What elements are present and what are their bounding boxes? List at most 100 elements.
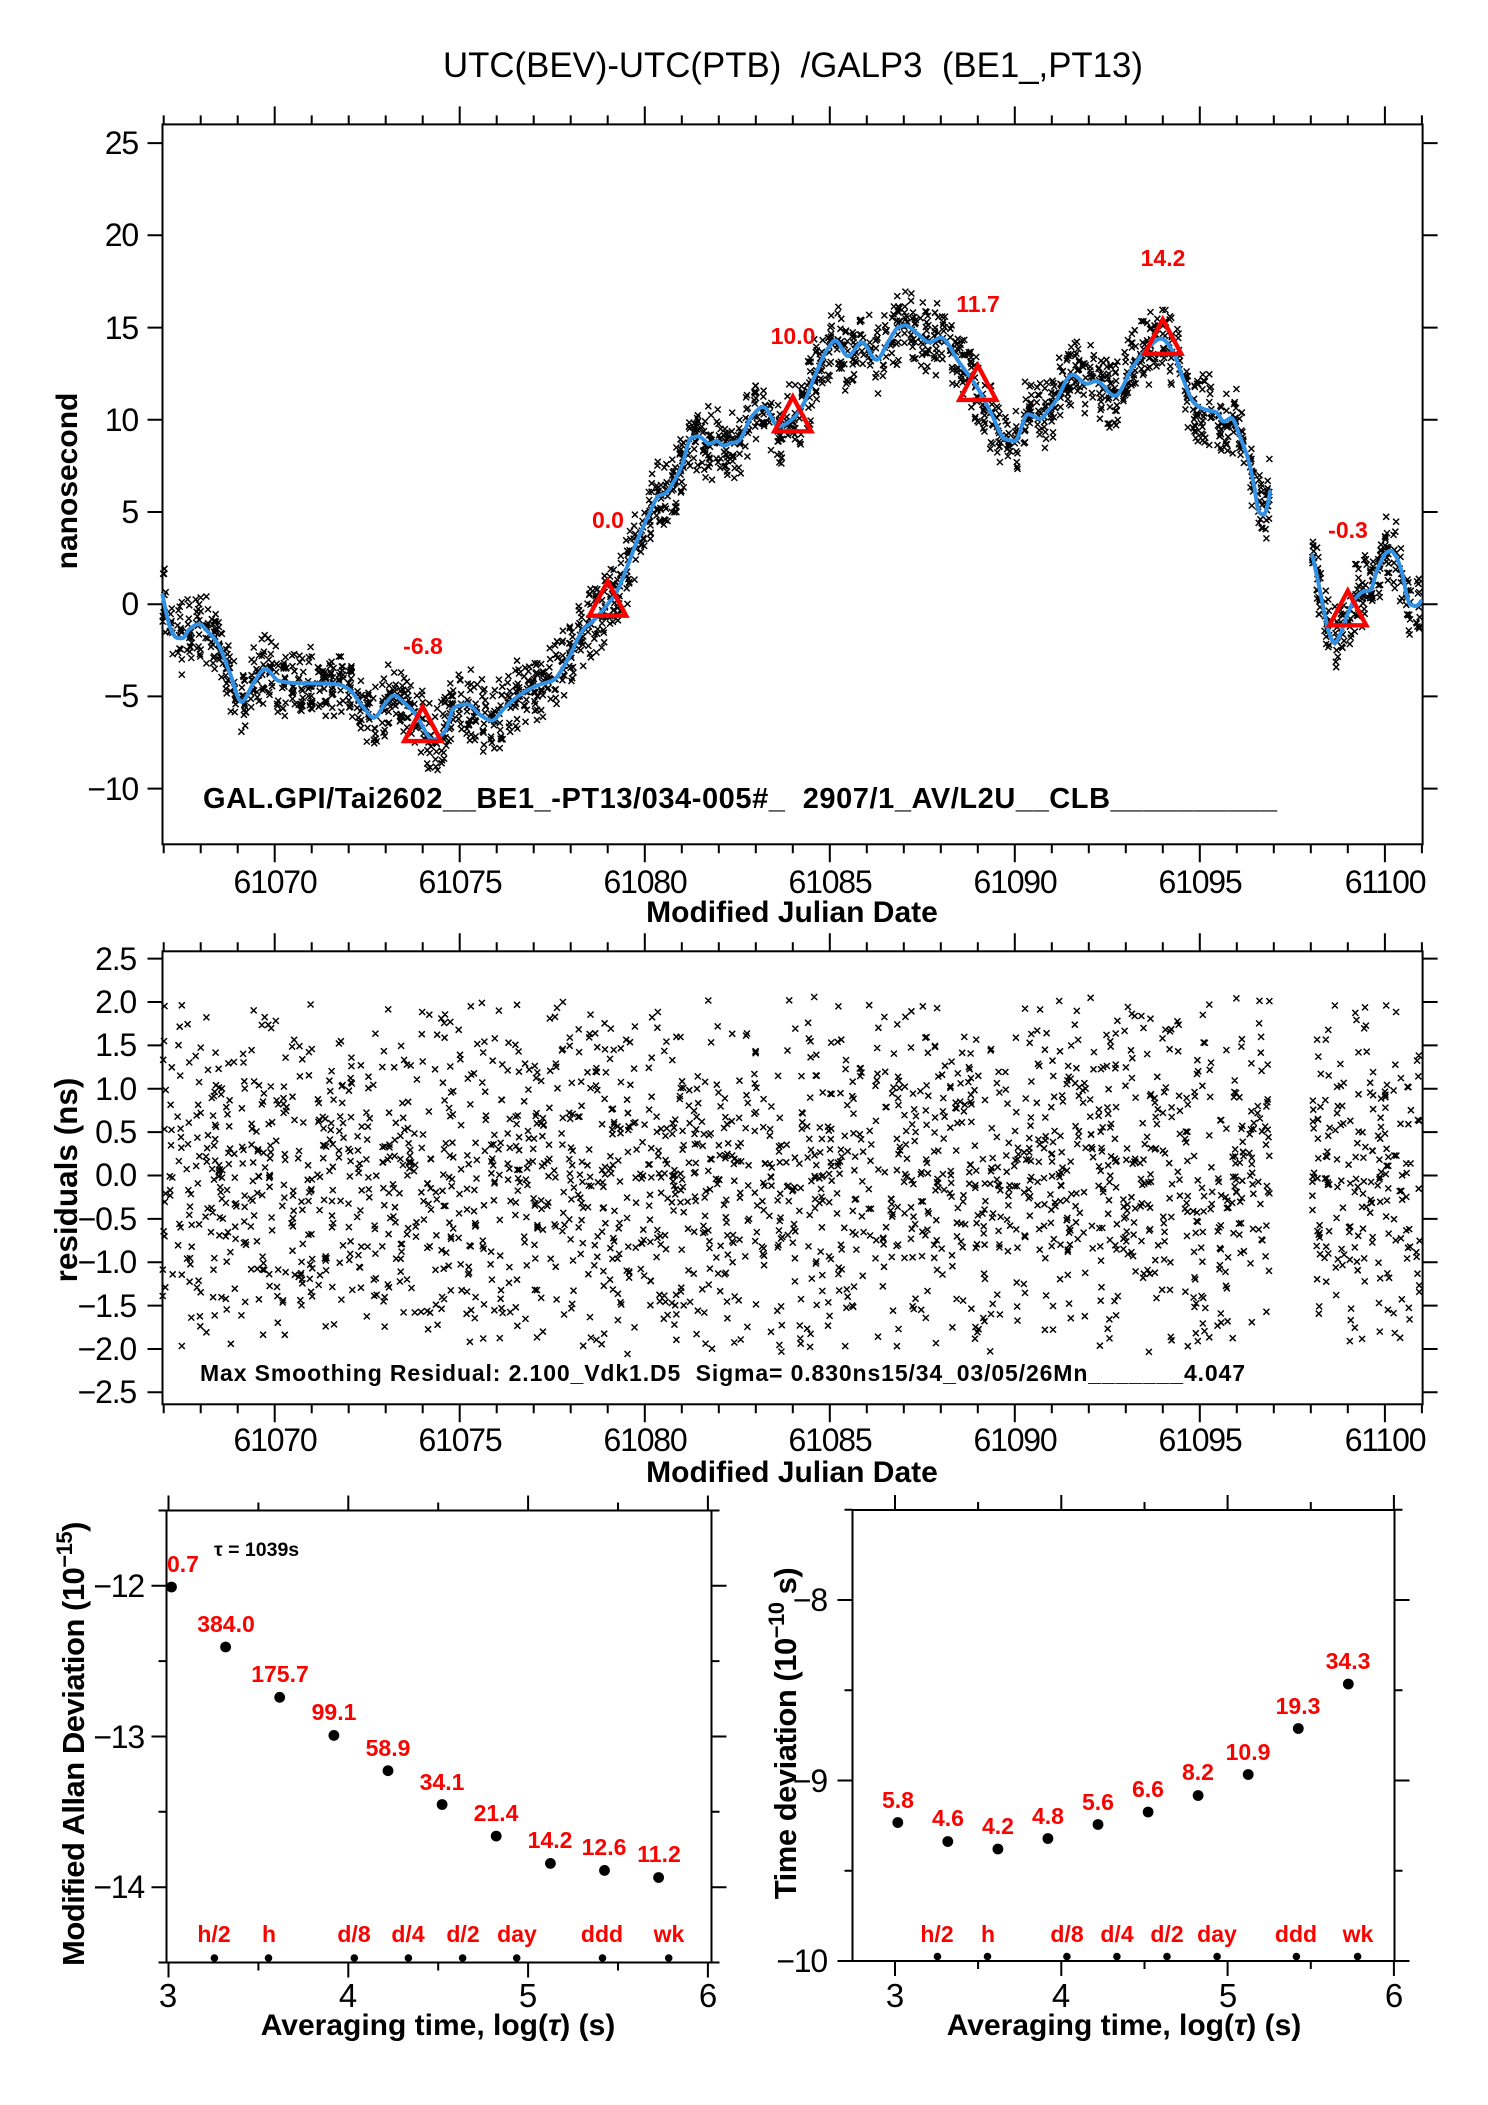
svg-text:nanosecond: nanosecond <box>51 393 84 570</box>
svg-text:61075: 61075 <box>419 864 502 900</box>
svg-text:10.9: 10.9 <box>1226 1739 1271 1765</box>
svg-text:5: 5 <box>519 1977 537 2014</box>
svg-text:0.5: 0.5 <box>95 1114 136 1150</box>
svg-text:21.4: 21.4 <box>474 1800 519 1826</box>
svg-text:61085: 61085 <box>789 864 872 900</box>
svg-text:175.7: 175.7 <box>251 1661 309 1687</box>
svg-text:wk: wk <box>653 1921 685 1947</box>
svg-text:4: 4 <box>1052 1977 1070 2014</box>
svg-text:10: 10 <box>105 402 139 438</box>
svg-text:Max Smoothing Residual: 2.100_: Max Smoothing Residual: 2.100_Vdk1.D5 Si… <box>200 1360 1245 1386</box>
svg-text:τ = 1039s: τ = 1039s <box>214 1539 299 1561</box>
svg-text:d/8: d/8 <box>337 1921 370 1947</box>
svg-text:61100: 61100 <box>1345 864 1426 900</box>
svg-text:14.2: 14.2 <box>1141 245 1186 271</box>
svg-text:-0.3: -0.3 <box>1328 517 1368 543</box>
svg-text:−14: −14 <box>93 1869 144 1905</box>
svg-text:99.1: 99.1 <box>312 1699 357 1725</box>
svg-text:12.6: 12.6 <box>582 1834 627 1860</box>
svg-text:15: 15 <box>105 310 139 346</box>
svg-text:−1.0: −1.0 <box>78 1244 137 1280</box>
svg-text:6: 6 <box>1385 1977 1403 2014</box>
svg-text:−10: −10 <box>87 771 138 807</box>
svg-text:−2.5: −2.5 <box>78 1374 137 1410</box>
svg-text:ddd: ddd <box>581 1921 623 1947</box>
svg-text:d/8: d/8 <box>1050 1921 1083 1947</box>
svg-text:61095: 61095 <box>1159 1422 1242 1458</box>
svg-text:34.1: 34.1 <box>420 1769 465 1795</box>
svg-text:0.0: 0.0 <box>95 1157 136 1193</box>
svg-text:Averaging time, log(τ) (s): Averaging time, log(τ) (s) <box>947 2009 1302 2042</box>
svg-text:34.3: 34.3 <box>1326 1648 1371 1674</box>
svg-text:61090: 61090 <box>974 1422 1057 1458</box>
svg-text:1.0: 1.0 <box>95 1071 136 1107</box>
svg-text:61070: 61070 <box>234 1422 317 1458</box>
svg-text:14.2: 14.2 <box>528 1827 573 1853</box>
svg-text:0.0: 0.0 <box>592 507 624 533</box>
svg-text:−13: −13 <box>93 1719 144 1755</box>
svg-text:Modified Julian Date: Modified Julian Date <box>646 1456 938 1489</box>
svg-text:h: h <box>981 1921 995 1947</box>
svg-text:2.0: 2.0 <box>95 984 136 1020</box>
svg-text:10.0: 10.0 <box>771 323 816 349</box>
svg-text:GAL.GPI/Tai2602__BE1_-PT13/034: GAL.GPI/Tai2602__BE1_-PT13/034-005#_ 290… <box>203 783 1278 815</box>
svg-text:4: 4 <box>339 1977 357 2014</box>
svg-text:−0.5: −0.5 <box>78 1201 137 1237</box>
svg-text:UTC(BEV)-UTC(PTB) /GALP3 (BE: UTC(BEV)-UTC(PTB) /GALP3 (BE1_,PT13) <box>443 46 1143 85</box>
svg-text:4.6: 4.6 <box>932 1805 964 1831</box>
svg-text:61080: 61080 <box>604 1422 687 1458</box>
svg-text:Averaging time, log(τ) (s): Averaging time, log(τ) (s) <box>261 2009 616 2042</box>
svg-text:d/4: d/4 <box>1100 1921 1133 1947</box>
svg-text:wk: wk <box>1342 1921 1374 1947</box>
svg-text:61075: 61075 <box>419 1422 502 1458</box>
svg-text:5.6: 5.6 <box>1082 1789 1114 1815</box>
svg-text:25: 25 <box>105 125 139 161</box>
svg-text:3: 3 <box>886 1977 904 2014</box>
svg-text:ddd: ddd <box>1275 1921 1317 1947</box>
svg-text:0: 0 <box>121 586 138 622</box>
svg-text:h/2: h/2 <box>920 1921 953 1947</box>
svg-text:h/2: h/2 <box>197 1921 230 1947</box>
svg-text:Modified Allan Deviation (10−1: Modified Allan Deviation (10−15) <box>52 1522 91 1966</box>
svg-text:61090: 61090 <box>974 864 1057 900</box>
svg-text:3: 3 <box>159 1977 177 2014</box>
svg-text:58.9: 58.9 <box>366 1735 411 1761</box>
svg-text:5: 5 <box>1219 1977 1237 2014</box>
svg-text:4.2: 4.2 <box>982 1813 1014 1839</box>
svg-text:−12: −12 <box>93 1568 144 1604</box>
svg-text:0.7: 0.7 <box>167 1551 199 1577</box>
svg-text:4.8: 4.8 <box>1032 1803 1064 1829</box>
svg-text:−10: −10 <box>776 1943 827 1979</box>
svg-text:61080: 61080 <box>604 864 687 900</box>
svg-text:5.8: 5.8 <box>882 1787 914 1813</box>
svg-text:Modified Julian Date: Modified Julian Date <box>646 896 938 929</box>
svg-text:d/4: d/4 <box>391 1921 424 1947</box>
svg-text:5: 5 <box>121 494 138 530</box>
svg-text:61070: 61070 <box>234 864 317 900</box>
svg-text:61095: 61095 <box>1159 864 1242 900</box>
svg-text:6.6: 6.6 <box>1132 1776 1164 1802</box>
svg-text:residuals (ns): residuals (ns) <box>48 1078 84 1283</box>
svg-text:8.2: 8.2 <box>1182 1759 1214 1785</box>
svg-text:2.5: 2.5 <box>95 941 136 977</box>
svg-text:-6.8: -6.8 <box>403 633 443 659</box>
svg-text:−8: −8 <box>793 1582 827 1618</box>
svg-text:19.3: 19.3 <box>1276 1693 1321 1719</box>
svg-text:61085: 61085 <box>789 1422 872 1458</box>
svg-text:day: day <box>1197 1921 1237 1947</box>
svg-text:d/2: d/2 <box>446 1921 479 1947</box>
svg-text:6: 6 <box>699 1977 717 2014</box>
svg-text:11.7: 11.7 <box>956 291 1000 317</box>
svg-text:1.5: 1.5 <box>95 1027 136 1063</box>
svg-text:61100: 61100 <box>1345 1422 1426 1458</box>
svg-text:−9: −9 <box>793 1763 827 1799</box>
svg-text:11.2: 11.2 <box>637 1841 681 1867</box>
svg-text:−1.5: −1.5 <box>78 1288 137 1324</box>
svg-text:20: 20 <box>105 217 139 253</box>
svg-text:−5: −5 <box>104 678 138 714</box>
svg-text:day: day <box>497 1921 537 1947</box>
svg-text:h: h <box>262 1921 276 1947</box>
svg-text:d/2: d/2 <box>1150 1921 1183 1947</box>
svg-text:384.0: 384.0 <box>197 1611 255 1637</box>
svg-text:−2.0: −2.0 <box>78 1331 137 1367</box>
